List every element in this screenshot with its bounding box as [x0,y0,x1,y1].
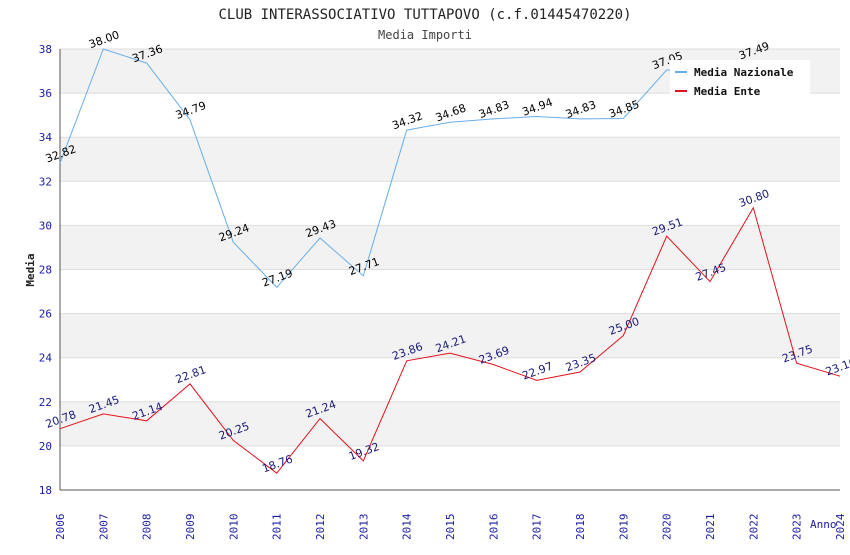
x-tick-label: 2007 [97,514,110,541]
grid-band [60,137,840,182]
legend-entry: Media Nazionale [694,66,794,79]
x-tick-label: 2022 [747,514,760,541]
x-tick-label: 2006 [54,514,67,541]
x-tick-label: 2014 [401,513,414,540]
data-label-nazionale: 34.83 [477,98,511,121]
y-tick-label: 34 [39,131,53,144]
x-tick-label: 2008 [141,514,154,541]
data-label-nazionale: 38.00 [87,28,121,51]
y-tick-label: 22 [39,396,52,409]
y-tick-label: 38 [39,43,52,56]
x-tick-label: 2010 [227,514,240,541]
data-label-nazionale: 34.94 [520,96,554,119]
grid-bands [60,48,840,491]
data-label-nazionale: 34.79 [174,99,208,122]
x-tick-label: 2016 [487,514,500,541]
y-tick-label: 36 [39,87,52,100]
x-tick-label: 2024 [834,513,847,540]
y-tick-label: 26 [39,308,52,321]
data-label-nazionale: 34.32 [390,109,424,132]
y-tick-label: 24 [39,352,53,365]
series-line-media-nazionale [59,48,754,289]
grid-band [60,313,840,358]
x-tick-label: 2013 [357,514,370,541]
chart-subtitle: Media Importi [378,28,472,42]
x-tick-label: 2011 [271,514,284,541]
x-tick-label: 2018 [574,514,587,541]
y-tick-label: 20 [39,440,52,453]
x-tick-label: 2012 [314,514,327,541]
x-tick-label: 2017 [531,514,544,541]
x-tick-label: 2021 [704,514,717,541]
x-tick-label: 2015 [444,514,457,541]
data-label-nazionale: 34.83 [564,98,598,121]
grid-band [60,225,840,270]
data-label-ente: 22.97 [520,360,554,383]
x-tick-label: 2023 [791,514,804,541]
y-tick-label: 18 [39,484,52,497]
chart-title: CLUB INTERASSOCIATIVO TUTTAPOVO (c.f.014… [218,7,631,23]
legend-box [670,60,810,98]
x-axis-label: Anno [810,518,837,531]
data-label-ente: 22.81 [174,363,208,386]
y-tick-label: 32 [39,175,52,188]
series-line-media-ente [59,206,841,474]
data-label-ente: 30.80 [737,187,771,210]
y-tick-label: 30 [39,219,52,232]
x-tick-label: 2020 [661,514,674,541]
data-label-ente: 23.16 [824,355,850,378]
y-axis-label: Media [24,253,37,286]
legend-entry: Media Ente [694,85,761,98]
x-tick-label: 2019 [617,514,630,541]
grid-band [60,401,840,446]
legend: Media Nazionale Media Ente [670,60,810,98]
series-lines [59,48,841,474]
x-tick-label: 2009 [184,514,197,541]
y-tick-label: 28 [39,264,52,277]
